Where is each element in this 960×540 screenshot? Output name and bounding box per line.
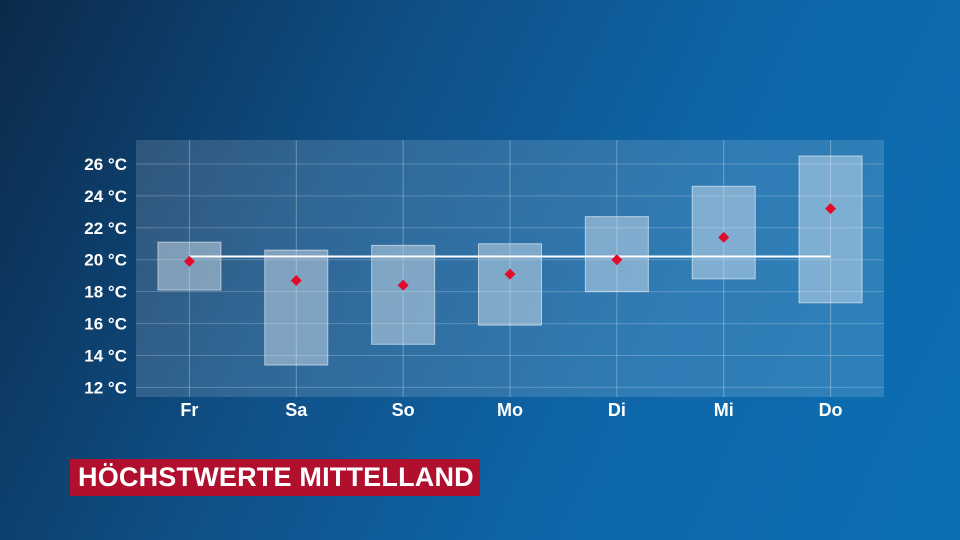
x-tick-label-so: So (392, 400, 415, 420)
y-tick-label: 26 °C (84, 155, 127, 174)
y-tick-label: 16 °C (84, 315, 127, 334)
y-tick-label: 22 °C (84, 219, 127, 238)
value-marker-sa (290, 274, 302, 286)
value-markers (183, 203, 837, 291)
value-marker-di (611, 254, 623, 266)
range-box-sa (264, 249, 329, 366)
y-tick-label: 20 °C (84, 251, 127, 270)
value-marker-mo (504, 268, 516, 280)
x-tick-label-fr: Fr (180, 400, 198, 420)
range-boxes (157, 155, 863, 366)
plot-area (136, 140, 884, 397)
y-tick-label: 12 °C (84, 378, 127, 397)
horizontal-gridlines (136, 163, 884, 388)
y-tick-label: 14 °C (84, 346, 127, 365)
vertical-gridlines (188, 140, 832, 397)
x-tick-label-mo: Mo (497, 400, 523, 420)
range-box-so (371, 244, 436, 345)
value-marker-mi (718, 231, 730, 243)
chart-title: HÖCHSTWERTE MITTELLAND (70, 459, 480, 496)
y-axis-ticks: 12 °C 14 °C 16 °C 18 °C 20 °C 22 °C 24 °C 26 °C (84, 155, 127, 397)
value-marker-so (397, 279, 409, 291)
x-axis-ticks: Fr Sa So Mo Di Mi Do (180, 400, 842, 420)
value-marker-fr (183, 255, 195, 267)
range-box-di (584, 216, 649, 293)
x-tick-label-do: Do (819, 400, 843, 420)
x-tick-label-sa: Sa (285, 400, 308, 420)
y-tick-label: 24 °C (84, 187, 127, 206)
range-box-do (798, 155, 863, 304)
x-tick-label-di: Di (608, 400, 626, 420)
y-tick-label: 18 °C (84, 283, 127, 302)
x-tick-label-mi: Mi (714, 400, 734, 420)
value-marker-do (825, 203, 837, 215)
